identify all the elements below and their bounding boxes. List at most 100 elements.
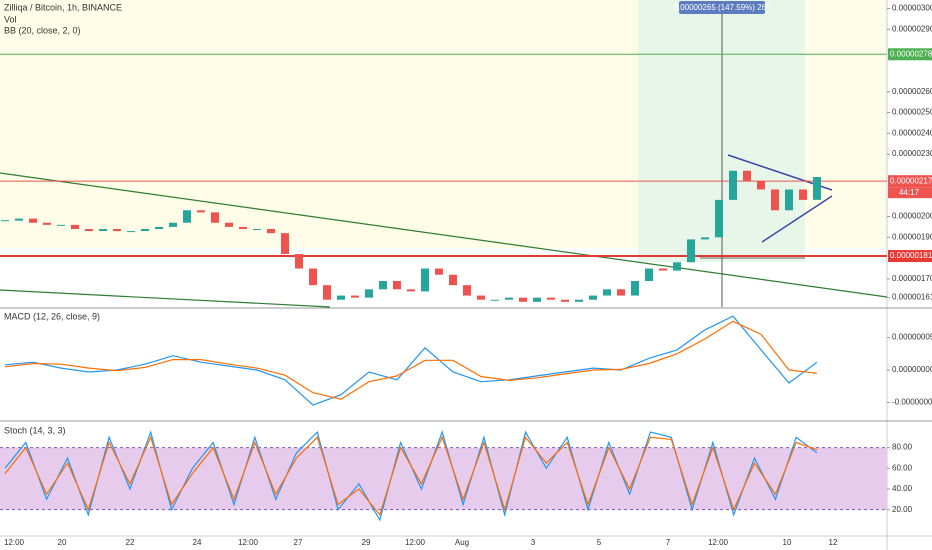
- candle: [85, 229, 93, 232]
- candle: [645, 268, 653, 282]
- indicator-line: [4, 320, 818, 400]
- x-tick-label: 12:00: [708, 538, 729, 547]
- candle: [29, 218, 37, 223]
- x-tick-label: 12:00: [238, 538, 259, 547]
- candle: [421, 268, 429, 292]
- candle: [239, 226, 247, 230]
- candle: [673, 262, 681, 271]
- measure-box: [679, 1, 765, 14]
- candle: [197, 210, 205, 213]
- vol-label: Vol: [4, 14, 17, 24]
- candle: [127, 231, 135, 233]
- candle: [757, 181, 765, 190]
- candle: [351, 295, 359, 298]
- x-tick-label: 12:00: [405, 538, 426, 547]
- candle: [211, 212, 219, 223]
- symbol-title: Zilliqa / Bitcoin, 1h, BINANCE: [4, 2, 122, 12]
- x-tick-label: 12:00: [4, 538, 25, 547]
- price-badge: [888, 250, 932, 263]
- candle: [15, 218, 23, 221]
- candle: [407, 289, 415, 292]
- x-tick-label: 24: [193, 538, 202, 547]
- y-tick-label: 0.00000290: [892, 24, 932, 33]
- candle: [71, 224, 79, 230]
- candle: [393, 281, 401, 290]
- candle: [631, 281, 639, 296]
- indicator-line: [4, 315, 818, 406]
- candle: [155, 226, 163, 230]
- candle: [463, 285, 471, 296]
- y-tick-label: 0.00000240: [892, 128, 932, 137]
- x-tick-label: 22: [126, 538, 135, 547]
- trend-line: [0, 289, 331, 308]
- y-tick-label: 0.00000170: [892, 274, 932, 283]
- candle: [99, 229, 107, 232]
- candle: [533, 297, 541, 302]
- candle: [169, 222, 177, 227]
- x-tick-label: Aug: [455, 538, 469, 547]
- candle: [813, 177, 821, 200]
- candle: [449, 274, 457, 286]
- candle: [281, 233, 289, 254]
- candle: [505, 297, 513, 300]
- x-tick-label: 29: [362, 538, 371, 547]
- candle: [267, 229, 275, 234]
- candle: [603, 289, 611, 296]
- candle: [183, 210, 191, 223]
- candle: [435, 268, 443, 275]
- price-badge-text: 0.00000278: [890, 49, 932, 58]
- y-tick-label: 0.00000230: [892, 149, 932, 158]
- x-tick-label: 3: [531, 538, 536, 547]
- candle: [253, 229, 261, 231]
- candle: [43, 222, 51, 225]
- candle: [477, 295, 485, 300]
- candle: [309, 268, 317, 286]
- triangle-line: [761, 195, 833, 243]
- y-tick-label: 0.00000005: [892, 333, 932, 342]
- candle: [729, 170, 737, 200]
- x-tick-label: 27: [294, 538, 303, 547]
- candle: [519, 297, 527, 302]
- y-tick-label: -0.00000005: [892, 398, 932, 407]
- x-tick-label: 12: [829, 538, 838, 547]
- candle: [337, 295, 345, 300]
- candle: [589, 295, 597, 300]
- x-tick-label: 7: [666, 538, 671, 547]
- candle: [295, 253, 303, 269]
- candle: [491, 299, 499, 301]
- indicator-line: [4, 435, 818, 517]
- price-badge: [888, 175, 932, 188]
- macd-title: MACD (12, 26, close, 9): [4, 311, 100, 321]
- y-tick-label: 60.00: [892, 463, 913, 472]
- candle: [1, 220, 9, 222]
- bb-label: BB (20, close, 2, 0): [4, 25, 81, 35]
- candle: [547, 297, 555, 300]
- candle: [379, 281, 387, 290]
- y-tick-label: 0.00000300: [892, 4, 932, 13]
- price-badge-text: 0.00000181: [890, 251, 932, 260]
- y-tick-label: 0.00000260: [892, 87, 932, 96]
- candle: [771, 189, 779, 211]
- candle: [575, 299, 583, 302]
- price-badge-text: 0.00000217: [890, 176, 932, 185]
- countdown: 44:17: [899, 188, 920, 197]
- x-tick-label: 5: [597, 538, 602, 547]
- candle: [701, 237, 709, 240]
- candle: [715, 199, 723, 238]
- candle: [617, 289, 625, 296]
- candle: [659, 268, 667, 271]
- countdown-badge: [888, 187, 932, 199]
- y-tick-label: 0.00000200: [892, 212, 932, 221]
- candle: [141, 229, 149, 232]
- candle: [57, 224, 65, 226]
- price-badge: [888, 48, 932, 61]
- candle: [799, 189, 807, 200]
- y-tick-label: 80.00: [892, 443, 913, 452]
- y-tick-label: 40.00: [892, 484, 913, 493]
- candle: [743, 170, 751, 182]
- y-tick-label: 20.00: [892, 505, 913, 514]
- candle: [225, 222, 233, 227]
- candle: [113, 229, 121, 232]
- y-tick-label: 0.00000250: [892, 108, 932, 117]
- y-tick-label: 0.00000161: [892, 293, 932, 302]
